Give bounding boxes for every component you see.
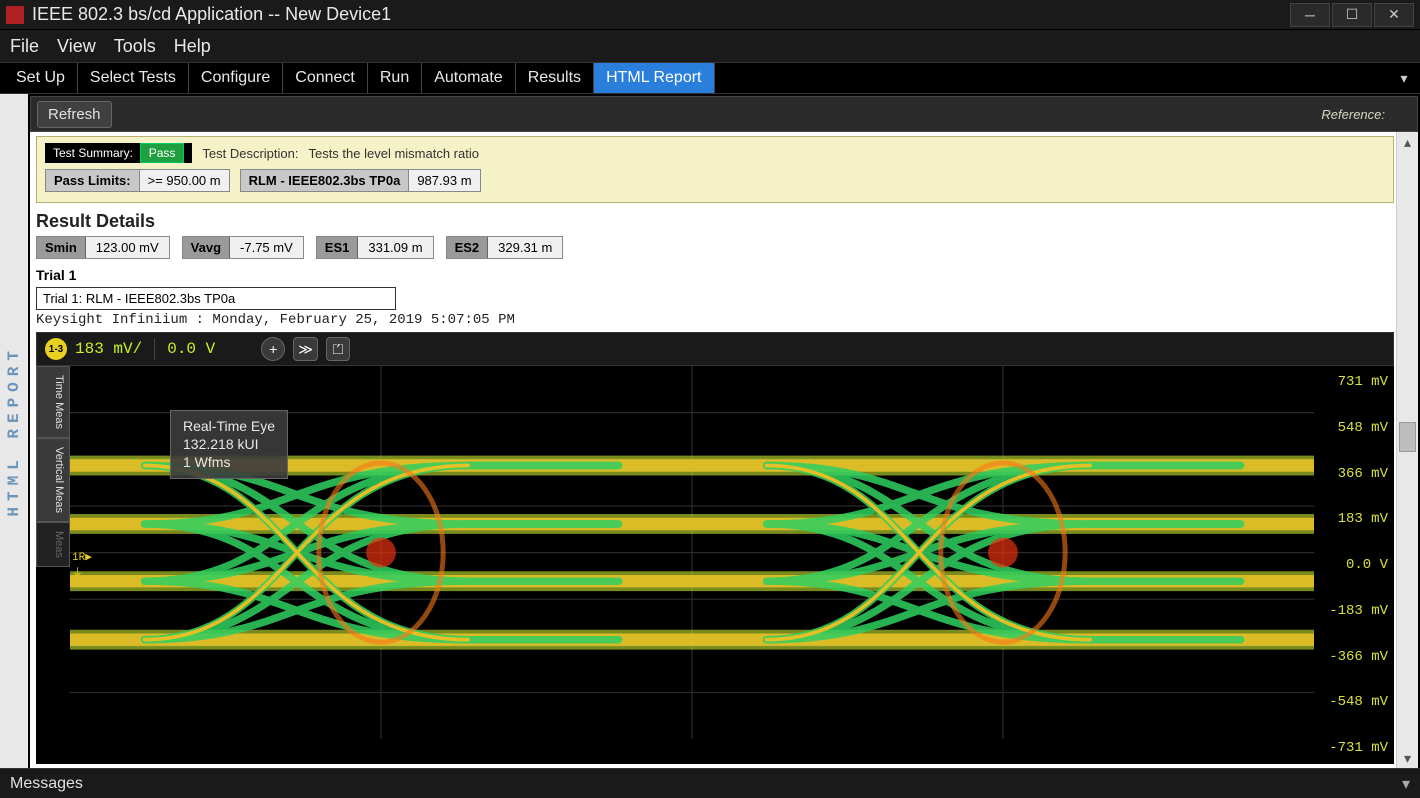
pin-button[interactable]: ⏍ — [326, 337, 350, 361]
body: HTML REPORT Refresh Reference: Test Summ… — [0, 94, 1420, 768]
sidetab-vertical-meas[interactable]: Vertical Meas — [36, 438, 70, 522]
ytick: 366 mV — [1320, 466, 1388, 482]
tab-automate[interactable]: Automate — [422, 63, 515, 93]
ground-marker: 1R▶⏚ — [72, 550, 92, 580]
tab-run[interactable]: Run — [368, 63, 422, 93]
eye-info-line3: 1 Wfms — [183, 453, 275, 471]
ytick: 183 mV — [1320, 511, 1388, 527]
content-scrollbar[interactable]: ▴ ▾ — [1396, 132, 1418, 768]
maximize-button[interactable]: ☐ — [1332, 3, 1372, 27]
ytick: -548 mV — [1320, 694, 1388, 710]
pass-limits-label: Pass Limits: — [46, 170, 140, 191]
pill-smin: Smin123.00 mV — [36, 236, 170, 259]
toolbar-divider — [154, 338, 155, 360]
pass-limits-value: >= 950.00 m — [140, 170, 229, 191]
side-vertical-label: HTML REPORT — [0, 94, 28, 768]
tab-configure[interactable]: Configure — [189, 63, 283, 93]
menu-file[interactable]: File — [10, 36, 39, 57]
sidetab-time-meas[interactable]: Time Meas — [36, 366, 70, 438]
trial-heading: Trial 1 — [30, 267, 1418, 287]
pill-es2: ES2329.31 m — [446, 236, 564, 259]
status-badge: Pass — [140, 143, 185, 163]
trial-timestamp: Keysight Infiniium : Monday, February 25… — [30, 312, 1418, 332]
sidetab-meas[interactable]: Meas — [36, 522, 70, 567]
scope-sidetabs: Time Meas Vertical Meas Meas — [36, 366, 70, 764]
eye-info-box: Real-Time Eye 132.218 kUI 1 Wfms — [170, 410, 288, 479]
app-window: IEEE 802.3 bs/cd Application -- New Devi… — [0, 0, 1420, 798]
scope-plot-wrap: Real-Time Eye 132.218 kUI 1 Wfms 1R▶⏚ — [70, 366, 1314, 764]
ytick: -183 mV — [1320, 603, 1388, 619]
close-button[interactable]: ✕ — [1374, 3, 1414, 27]
ytick: 548 mV — [1320, 420, 1388, 436]
scope-panel: 1-3 183 mV/ 0.0 V + ≫ ⏍ Time Meas Vertic… — [36, 332, 1394, 764]
menu-tools[interactable]: Tools — [114, 36, 156, 57]
tab-connect[interactable]: Connect — [283, 63, 368, 93]
menu-view[interactable]: View — [57, 36, 96, 57]
channel-badge[interactable]: 1-3 — [45, 338, 67, 360]
measure-value: 987.93 m — [409, 170, 479, 191]
eye-info-line1: Real-Time Eye — [183, 417, 275, 435]
more-button[interactable]: ≫ — [293, 337, 318, 361]
scope-toolbar: 1-3 183 mV/ 0.0 V + ≫ ⏍ — [36, 332, 1394, 366]
pill-es1: ES1331.09 m — [316, 236, 434, 259]
menu-help[interactable]: Help — [174, 36, 211, 57]
pill-vavg: Vavg-7.75 mV — [182, 236, 304, 259]
test-desc-value: Tests the level mismatch ratio — [308, 146, 479, 161]
measure-chip: RLM - IEEE802.3bs TP0a 987.93 m — [240, 169, 481, 192]
messages-dropdown-icon[interactable]: ▾ — [1402, 774, 1410, 794]
scroll-up-icon[interactable]: ▴ — [1397, 132, 1418, 152]
scope-body: Time Meas Vertical Meas Meas — [36, 366, 1394, 764]
tab-results[interactable]: Results — [516, 63, 594, 93]
report-inner: Test Summary: Pass Test Description: Tes… — [30, 132, 1418, 768]
ytick: -366 mV — [1320, 649, 1388, 665]
offset-value[interactable]: 0.0 V — [167, 340, 215, 358]
tabbar: Set Up Select Tests Configure Connect Ru… — [0, 62, 1420, 94]
refresh-button[interactable]: Refresh — [37, 101, 112, 128]
ytick: -731 mV — [1320, 740, 1388, 756]
tab-html-report[interactable]: HTML Report — [594, 63, 714, 93]
tab-setup[interactable]: Set Up — [4, 63, 78, 93]
pass-limits-chip: Pass Limits: >= 950.00 m — [45, 169, 230, 192]
main-panel: Refresh Reference: Test Summary: Pass Te… — [28, 94, 1420, 768]
tabbar-overflow-icon[interactable]: ▾ — [1392, 63, 1416, 93]
window-title: IEEE 802.3 bs/cd Application -- New Devi… — [32, 4, 1290, 25]
titlebar: IEEE 802.3 bs/cd Application -- New Devi… — [0, 0, 1420, 30]
ytick: 0.0 V — [1320, 557, 1388, 573]
messages-label: Messages — [10, 775, 83, 793]
messages-bar[interactable]: Messages ▾ — [0, 768, 1420, 798]
tab-select-tests[interactable]: Select Tests — [78, 63, 189, 93]
test-desc-label: Test Description: — [202, 146, 298, 161]
vdiv-value[interactable]: 183 mV/ — [75, 340, 142, 358]
ytick: 731 mV — [1320, 374, 1388, 390]
report-content: Test Summary: Pass Test Description: Tes… — [30, 132, 1418, 768]
test-summary: Test Summary: Pass Test Description: Tes… — [36, 136, 1394, 203]
menubar: File View Tools Help — [0, 30, 1420, 62]
window-controls: ─ ☐ ✕ — [1290, 3, 1414, 27]
result-details-title: Result Details — [30, 207, 1418, 236]
minimize-button[interactable]: ─ — [1290, 3, 1330, 27]
app-icon — [6, 6, 24, 24]
zoom-in-button[interactable]: + — [261, 337, 285, 361]
trial-box: Trial 1: RLM - IEEE802.3bs TP0a — [36, 287, 396, 310]
reference-label: Reference: — [1321, 107, 1411, 122]
refresh-bar: Refresh Reference: — [30, 96, 1418, 132]
measure-name: RLM - IEEE802.3bs TP0a — [241, 170, 410, 191]
eye-info-line2: 132.218 kUI — [183, 435, 275, 453]
test-summary-label: Test Summary: Pass — [45, 143, 192, 163]
scope-yaxis: 731 mV 548 mV 366 mV 183 mV 0.0 V -183 m… — [1314, 366, 1394, 764]
result-pills: Smin123.00 mV Vavg-7.75 mV ES1331.09 m E… — [30, 236, 1418, 267]
side-vertical-text: HTML REPORT — [5, 345, 23, 517]
scroll-thumb[interactable] — [1399, 422, 1416, 452]
scroll-down-icon[interactable]: ▾ — [1397, 748, 1418, 768]
